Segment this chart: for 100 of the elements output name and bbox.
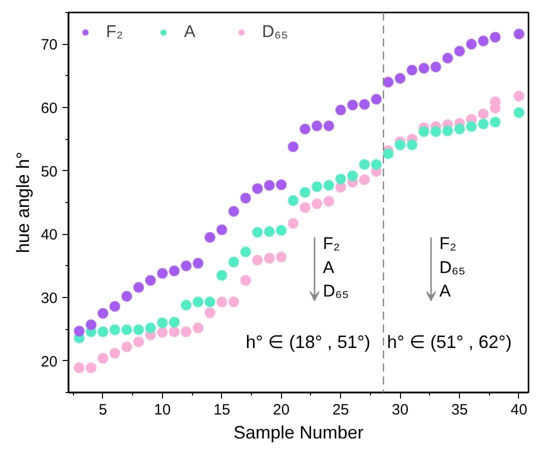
point (490, 32, 501, 43)
point (300, 124, 311, 135)
point (358, 98, 370, 110)
point (216, 296, 228, 308)
y-tick-label: 40 (40, 226, 58, 244)
y-tick-label: 60 (40, 100, 58, 117)
point (347, 170, 358, 182)
point (478, 118, 489, 130)
x-tick-label: 15 (213, 402, 230, 418)
point (228, 296, 240, 308)
point (97, 326, 108, 338)
y-tick-label: 30 (40, 290, 58, 307)
point (276, 251, 287, 262)
y-tick-label: 50 (40, 163, 58, 180)
point (418, 62, 430, 74)
point (394, 139, 406, 150)
point (121, 341, 132, 352)
point (252, 183, 263, 194)
x-tick-label: 35 (451, 402, 468, 418)
point (370, 94, 382, 105)
point (300, 186, 311, 198)
point (145, 322, 156, 334)
point (121, 290, 132, 302)
point (466, 38, 477, 50)
point (454, 46, 466, 57)
point (513, 28, 524, 40)
point (430, 126, 442, 138)
point (168, 316, 180, 328)
point (442, 125, 454, 136)
point (109, 324, 120, 336)
point (156, 268, 168, 279)
point (168, 265, 180, 276)
point (323, 120, 334, 132)
x-tick-label: 5 (98, 402, 108, 418)
point (180, 300, 192, 311)
annotation: h° ∈ (51° , 62°) (387, 332, 512, 352)
point (86, 362, 97, 374)
point (335, 104, 346, 116)
point (288, 195, 299, 206)
point (442, 52, 454, 64)
point (192, 296, 204, 308)
point (370, 159, 382, 170)
point (300, 202, 311, 214)
point (454, 124, 466, 135)
point (133, 336, 144, 348)
point (192, 258, 204, 269)
point (109, 300, 120, 312)
point (347, 99, 358, 110)
point (466, 121, 477, 132)
annotation: h° ∈ (18° , 51°) (246, 332, 370, 352)
point (323, 196, 334, 207)
point (240, 246, 252, 258)
x-tick-label: 25 (332, 402, 350, 418)
point (240, 192, 252, 204)
point (394, 72, 406, 84)
point (264, 180, 275, 191)
point (490, 116, 501, 128)
point (156, 317, 168, 328)
point (228, 256, 240, 268)
legend-label: A (184, 22, 196, 42)
point (288, 218, 299, 229)
point (382, 76, 394, 88)
point (358, 174, 370, 186)
point (276, 179, 287, 190)
y-axis-title: hue angle h° (12, 152, 33, 254)
point (323, 180, 334, 191)
x-axis-title: Sample Number (233, 422, 364, 442)
point (204, 307, 216, 318)
point (216, 270, 228, 281)
point (74, 362, 85, 374)
legend-label: F₂ (106, 22, 124, 42)
point (133, 324, 144, 336)
point (121, 324, 132, 336)
point (145, 274, 156, 286)
point (97, 352, 108, 364)
point (192, 322, 204, 334)
point (97, 308, 108, 319)
point (74, 326, 85, 337)
point (216, 224, 228, 236)
point (168, 326, 180, 338)
point (133, 282, 144, 293)
point (478, 36, 489, 46)
point (204, 296, 216, 308)
point (358, 159, 370, 170)
y-tick-label: 20 (40, 353, 58, 370)
x-tick-label: 30 (392, 402, 408, 418)
point (252, 254, 263, 266)
point (513, 90, 524, 102)
point (276, 224, 287, 236)
point (180, 260, 192, 272)
point (288, 141, 299, 152)
point (311, 120, 322, 132)
x-tick-label: 20 (272, 402, 290, 418)
point (311, 198, 322, 210)
annotation: F₂ D₆₅ A (439, 234, 466, 301)
point (335, 174, 346, 185)
point (311, 181, 322, 192)
x-tick-label: 10 (154, 402, 171, 418)
point (240, 274, 252, 286)
point (109, 348, 120, 359)
